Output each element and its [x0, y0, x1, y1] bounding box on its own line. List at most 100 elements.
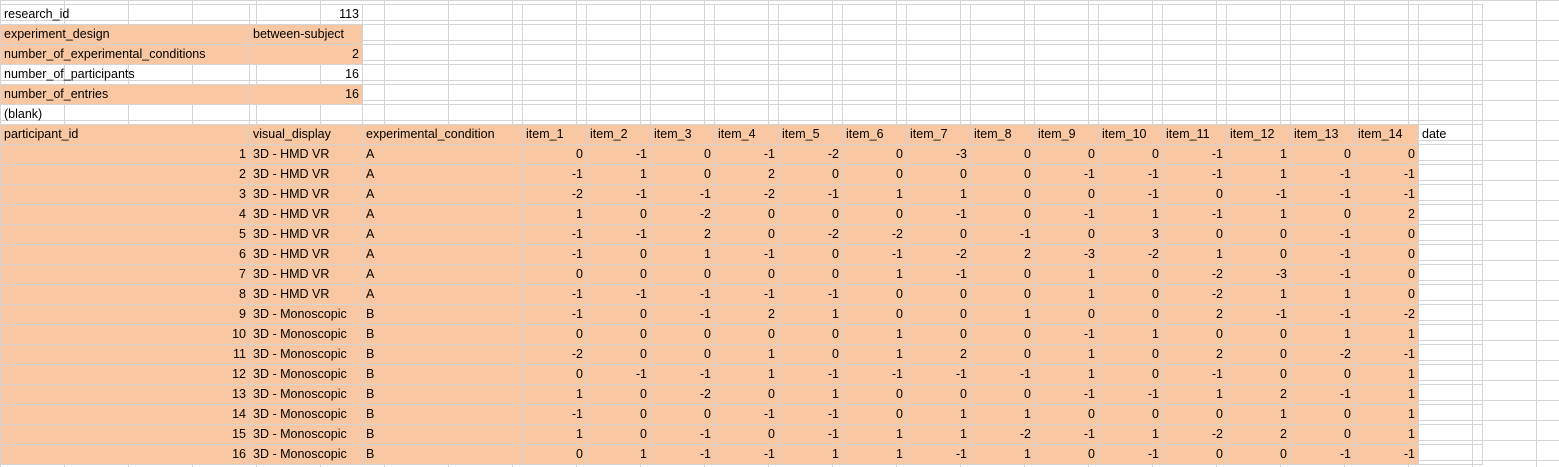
data-cell[interactable]: 1	[1290, 284, 1355, 305]
data-cell[interactable]: A	[362, 184, 523, 205]
data-cell[interactable]: -2	[714, 184, 779, 205]
empty-cell[interactable]	[1290, 24, 1355, 45]
data-cell[interactable]: -2	[1162, 264, 1227, 285]
empty-cell[interactable]	[522, 84, 587, 105]
data-cell[interactable]: -1	[906, 204, 971, 225]
empty-cell[interactable]	[1418, 84, 1483, 105]
data-cell[interactable]: 0	[714, 384, 779, 405]
column-header-date[interactable]: date	[1418, 124, 1483, 145]
meta-label-cell[interactable]: number_of_entries	[0, 84, 250, 105]
data-cell[interactable]: 16	[0, 444, 250, 465]
data-cell[interactable]: 1	[1098, 324, 1163, 345]
data-cell[interactable]: -1	[522, 244, 587, 265]
data-cell[interactable]: 3D - Monoscopic	[249, 424, 363, 445]
data-cell[interactable]: -1	[1098, 184, 1163, 205]
data-cell[interactable]: 3D - Monoscopic	[249, 364, 363, 385]
data-cell[interactable]: -1	[1290, 264, 1355, 285]
empty-cell[interactable]	[778, 24, 843, 45]
empty-cell[interactable]	[249, 104, 363, 125]
data-cell[interactable]: 0	[906, 324, 971, 345]
data-cell[interactable]: -1	[650, 304, 715, 325]
data-cell[interactable]: 1	[1354, 404, 1419, 425]
data-cell[interactable]: 0	[1354, 144, 1419, 165]
empty-cell[interactable]	[1226, 44, 1291, 65]
data-cell[interactable]: -2	[650, 204, 715, 225]
empty-cell[interactable]	[586, 84, 651, 105]
data-cell[interactable]: 0	[586, 384, 651, 405]
data-cell[interactable]: 0	[650, 344, 715, 365]
data-cell[interactable]: 0	[586, 204, 651, 225]
data-cell[interactable]: -1	[970, 224, 1035, 245]
data-cell[interactable]: 0	[1162, 184, 1227, 205]
data-cell[interactable]: 0	[842, 144, 907, 165]
data-cell[interactable]: B	[362, 304, 523, 325]
data-cell[interactable]: -1	[586, 364, 651, 385]
empty-cell[interactable]	[970, 24, 1035, 45]
data-cell[interactable]: 0	[1354, 264, 1419, 285]
data-cell[interactable]: 3D - Monoscopic	[249, 404, 363, 425]
empty-cell[interactable]	[1418, 444, 1483, 465]
data-cell[interactable]: 0	[586, 424, 651, 445]
empty-cell[interactable]	[906, 44, 971, 65]
data-cell[interactable]: 9	[0, 304, 250, 325]
empty-cell[interactable]	[362, 4, 523, 25]
data-cell[interactable]: -1	[1162, 144, 1227, 165]
blank-label-cell[interactable]: (blank)	[0, 104, 250, 125]
data-cell[interactable]: -1	[650, 364, 715, 385]
data-cell[interactable]: 3D - HMD VR	[249, 284, 363, 305]
data-cell[interactable]: 0	[778, 204, 843, 225]
empty-cell[interactable]	[1418, 304, 1483, 325]
data-cell[interactable]: 0	[714, 264, 779, 285]
data-cell[interactable]: -2	[522, 344, 587, 365]
empty-cell[interactable]	[714, 104, 779, 125]
column-header-experimental-condition[interactable]: experimental_condition	[362, 124, 523, 145]
data-cell[interactable]: 0	[970, 344, 1035, 365]
column-header-item-8[interactable]: item_8	[970, 124, 1035, 145]
data-cell[interactable]: 1	[1354, 324, 1419, 345]
data-cell[interactable]: 3D - Monoscopic	[249, 384, 363, 405]
column-header-item-12[interactable]: item_12	[1226, 124, 1291, 145]
meta-label-cell[interactable]: number_of_experimental_conditions	[0, 44, 250, 65]
data-cell[interactable]: A	[362, 284, 523, 305]
data-cell[interactable]: 2	[714, 304, 779, 325]
empty-cell[interactable]	[1034, 4, 1099, 25]
data-cell[interactable]: 0	[714, 204, 779, 225]
meta-label-cell[interactable]: research_id	[0, 4, 250, 25]
data-cell[interactable]: 0	[1226, 244, 1291, 265]
empty-cell[interactable]	[1354, 64, 1419, 85]
data-cell[interactable]: 0	[1098, 264, 1163, 285]
data-cell[interactable]: 1	[778, 304, 843, 325]
column-header-item-1[interactable]: item_1	[522, 124, 587, 145]
data-cell[interactable]: A	[362, 224, 523, 245]
data-cell[interactable]: 12	[0, 364, 250, 385]
empty-cell[interactable]	[650, 4, 715, 25]
data-cell[interactable]: 0	[778, 324, 843, 345]
data-cell[interactable]: 0	[1034, 144, 1099, 165]
data-cell[interactable]: 0	[714, 324, 779, 345]
empty-cell[interactable]	[1290, 44, 1355, 65]
data-cell[interactable]: -1	[842, 364, 907, 385]
empty-cell[interactable]	[1098, 64, 1163, 85]
empty-cell[interactable]	[1162, 4, 1227, 25]
data-cell[interactable]: -1	[1354, 184, 1419, 205]
data-cell[interactable]: 0	[1034, 184, 1099, 205]
data-cell[interactable]: B	[362, 424, 523, 445]
data-cell[interactable]: B	[362, 444, 523, 465]
data-cell[interactable]: 0	[650, 164, 715, 185]
empty-cell[interactable]	[778, 84, 843, 105]
data-cell[interactable]: 0	[1354, 224, 1419, 245]
data-cell[interactable]: -2	[1162, 284, 1227, 305]
data-cell[interactable]: 3	[0, 184, 250, 205]
data-cell[interactable]: 1	[1098, 424, 1163, 445]
empty-cell[interactable]	[714, 84, 779, 105]
empty-cell[interactable]	[1354, 24, 1419, 45]
empty-cell[interactable]	[1098, 4, 1163, 25]
data-cell[interactable]: 0	[778, 344, 843, 365]
empty-cell[interactable]	[970, 44, 1035, 65]
data-cell[interactable]: -2	[1162, 424, 1227, 445]
data-cell[interactable]: 1	[522, 384, 587, 405]
column-header-item-3[interactable]: item_3	[650, 124, 715, 145]
data-cell[interactable]: -1	[1354, 444, 1419, 465]
data-cell[interactable]: B	[362, 364, 523, 385]
data-cell[interactable]: -1	[1162, 364, 1227, 385]
